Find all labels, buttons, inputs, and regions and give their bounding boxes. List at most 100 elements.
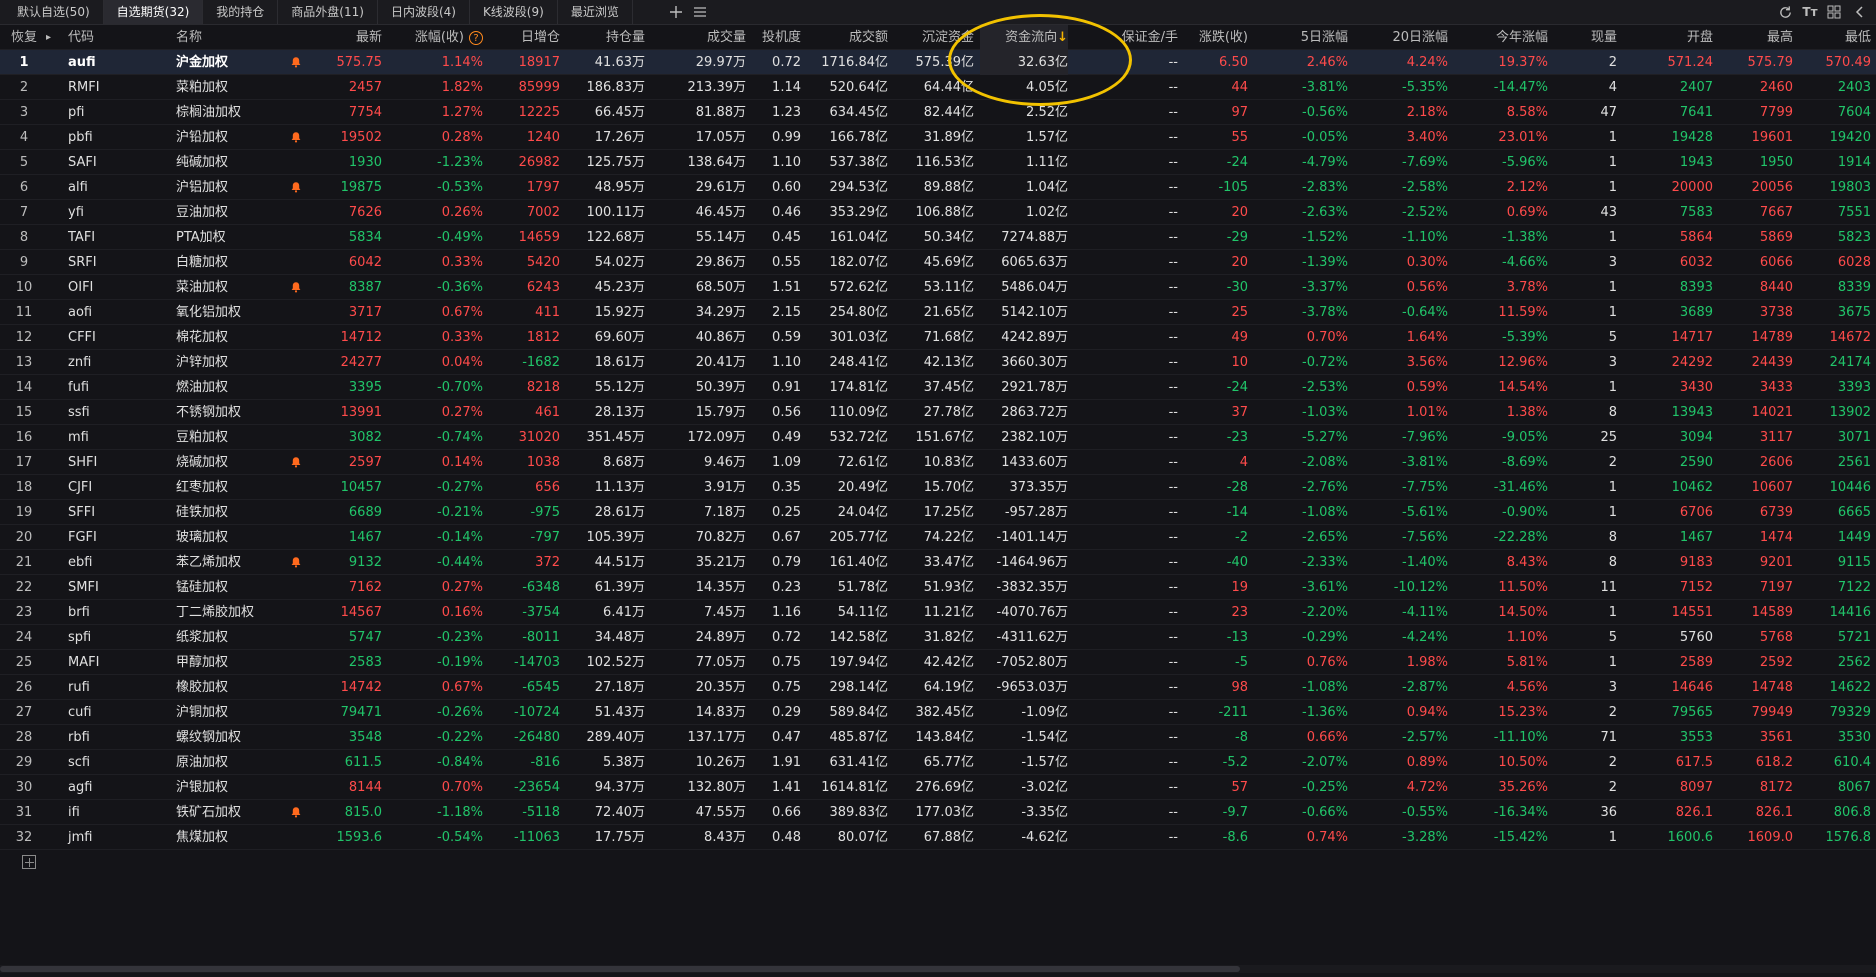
alert-bell-icon[interactable] bbox=[290, 556, 302, 568]
table-row[interactable]: 9 SRFI 白糖加权 6042 0.33% 5420 54.02万 29.86万 0.55 18… bbox=[0, 250, 1876, 275]
header-oi-change[interactable]: 日增仓 bbox=[490, 25, 560, 50]
cell-chg-5d: -2.63% bbox=[1302, 205, 1348, 220]
table-row[interactable]: 16 mfi 豆粕加权 3082 -0.74% 31020 351.45万 172.09万 0.… bbox=[0, 425, 1876, 450]
table-row[interactable]: 30 agfi 沪银加权 8144 0.70% -23654 94.37万 132.80万 1.… bbox=[0, 775, 1876, 800]
cell-turnover: 537.38亿 bbox=[829, 155, 889, 170]
cell-fund-flow: -4311.62万 bbox=[996, 630, 1068, 645]
horizontal-scrollbar[interactable] bbox=[0, 965, 1876, 973]
header-change-pct[interactable]: 涨幅(收)? bbox=[398, 25, 483, 50]
cell-open: 1600.6 bbox=[1667, 830, 1714, 845]
table-row[interactable]: 10 OIFI 菜油加权 8387 -0.36% 6243 45.23万 68.50万 1.51… bbox=[0, 275, 1876, 300]
collapse-icon[interactable] bbox=[1850, 0, 1870, 24]
table-row[interactable]: 19 SFFI 硅铁加权 6689 -0.21% -975 28.61万 7.18万 0.25 2… bbox=[0, 500, 1876, 525]
table-row[interactable]: 3 pfi 棕榈油加权 7754 1.27% 12225 66.45万 81.88万 1.23 6… bbox=[0, 100, 1876, 125]
header-speculation[interactable]: 投机度 bbox=[746, 25, 801, 50]
header-low[interactable]: 最低 bbox=[1793, 25, 1871, 50]
alert-bell-icon[interactable] bbox=[290, 281, 302, 293]
alert-bell-icon[interactable] bbox=[290, 456, 302, 468]
cell-open-interest: 34.48万 bbox=[594, 630, 645, 645]
cell-fund-flow: 4.05亿 bbox=[1026, 80, 1068, 95]
header-chg-ytd[interactable]: 今年涨幅 bbox=[1448, 25, 1548, 50]
table-row[interactable]: 22 SMFI 锰硅加权 7162 0.27% -6348 61.39万 14.35万 0.23… bbox=[0, 575, 1876, 600]
cell-volume: 46.45万 bbox=[695, 205, 746, 220]
table-row[interactable]: 15 ssfi 不锈钢加权 13991 0.27% 461 28.13万 15.79万 0.56… bbox=[0, 400, 1876, 425]
table-row[interactable]: 14 fufi 燃油加权 3395 -0.70% 8218 55.12万 50.39万 0.91… bbox=[0, 375, 1876, 400]
tab-0[interactable]: 默认自选(50) bbox=[4, 0, 104, 24]
table-row[interactable]: 17 SHFI 烧碱加权 2597 0.14% 1038 8.68万 9.46万 1.09 72.… bbox=[0, 450, 1876, 475]
add-row-button[interactable] bbox=[22, 855, 36, 869]
table-row[interactable]: 18 CJFI 红枣加权 10457 -0.27% 656 11.13万 3.91万 0.35 2… bbox=[0, 475, 1876, 500]
font-size-icon[interactable]: Tт bbox=[1802, 5, 1818, 19]
table-row[interactable]: 6 alfi 沪铝加权 19875 -0.53% 1797 48.95万 29.61万 0.60… bbox=[0, 175, 1876, 200]
table-row[interactable]: 4 pbfi 沪铅加权 19502 0.28% 1240 17.26万 17.05万 0.99 1… bbox=[0, 125, 1876, 150]
cell-chg-ytd: -22.28% bbox=[1493, 530, 1548, 545]
header-last-qty[interactable]: 现量 bbox=[1555, 25, 1617, 50]
cell-change-pct: -0.21% bbox=[437, 505, 483, 520]
alert-bell-icon[interactable] bbox=[290, 806, 302, 818]
cell-chg-20d: -2.58% bbox=[1402, 180, 1448, 195]
add-icon[interactable] bbox=[666, 0, 686, 24]
cell-last-qty: 8 bbox=[1608, 405, 1617, 420]
header-settled-funds[interactable]: 沉淀资金 bbox=[888, 25, 974, 50]
table-row[interactable]: 5 SAFI 纯碱加权 1930 -1.23% 26982 125.75万 138.64万 1.… bbox=[0, 150, 1876, 175]
header-fund-flow[interactable]: 资金流向↓ bbox=[980, 25, 1068, 50]
table-row[interactable]: 28 rbfi 螺纹钢加权 3548 -0.22% -26480 289.40万 137.17… bbox=[0, 725, 1876, 750]
table-row[interactable]: 24 spfi 纸浆加权 5747 -0.23% -8011 34.48万 24.89万 0.7… bbox=[0, 625, 1876, 650]
cell-chg-ytd: 3.78% bbox=[1506, 280, 1548, 295]
cell-name: 沪锌加权 bbox=[176, 355, 229, 370]
header-code[interactable]: 代码 bbox=[68, 25, 148, 50]
cell-change-pct: -0.23% bbox=[437, 630, 483, 645]
header-open-interest[interactable]: 持仓量 bbox=[560, 25, 645, 50]
tab-5[interactable]: K线波段(9) bbox=[470, 0, 558, 24]
list-icon[interactable] bbox=[690, 0, 710, 24]
header-last[interactable]: 最新 bbox=[300, 25, 382, 50]
refresh-icon[interactable] bbox=[1775, 0, 1795, 24]
table-row[interactable]: 1 aufi 沪金加权 575.75 1.14% 18917 41.63万 29.97万 0.7… bbox=[0, 50, 1876, 75]
tab-4[interactable]: 日内波段(4) bbox=[378, 0, 470, 24]
cell-change: 25 bbox=[1231, 305, 1248, 320]
header-chg-20d[interactable]: 20日涨幅 bbox=[1348, 25, 1448, 50]
table-row[interactable]: 11 aofi 氧化铝加权 3717 0.67% 411 15.92万 34.29万 2.15 2… bbox=[0, 300, 1876, 325]
alert-bell-icon[interactable] bbox=[290, 131, 302, 143]
table-row[interactable]: 25 MAFI 甲醇加权 2583 -0.19% -14703 102.52万 77.05万 0… bbox=[0, 650, 1876, 675]
header-open[interactable]: 开盘 bbox=[1617, 25, 1713, 50]
cell-change-pct: -0.53% bbox=[437, 180, 483, 195]
table-row[interactable]: 29 scfi 原油加权 611.5 -0.84% -816 5.38万 10.26万 1.91… bbox=[0, 750, 1876, 775]
table-row[interactable]: 12 CFFI 棉花加权 14712 0.33% 1812 69.60万 40.86万 0.59… bbox=[0, 325, 1876, 350]
scrollbar-thumb[interactable] bbox=[0, 966, 1240, 972]
header-high[interactable]: 最高 bbox=[1713, 25, 1793, 50]
help-icon[interactable]: ? bbox=[469, 30, 483, 45]
alert-bell-icon[interactable] bbox=[290, 56, 302, 68]
table-row[interactable]: 31 ifi 铁矿石加权 815.0 -1.18% -5118 72.40万 47.55万 0.… bbox=[0, 800, 1876, 825]
grid-icon[interactable] bbox=[1824, 0, 1844, 24]
cell-change: -28 bbox=[1226, 480, 1248, 495]
cell-open: 3094 bbox=[1679, 430, 1713, 445]
table-row[interactable]: 13 znfi 沪锌加权 24277 0.04% -1682 18.61万 20.41万 1.1… bbox=[0, 350, 1876, 375]
table-row[interactable]: 21 ebfi 苯乙烯加权 9132 -0.44% 372 44.51万 35.21万 0.79… bbox=[0, 550, 1876, 575]
header-chg-5d[interactable]: 5日涨幅 bbox=[1248, 25, 1348, 50]
cell-change-pct: 0.67% bbox=[441, 680, 483, 695]
tab-1[interactable]: 自选期货(32) bbox=[103, 0, 204, 24]
restore-sort-button[interactable]: 恢复 bbox=[10, 30, 37, 45]
cell-last-qty: 1 bbox=[1608, 380, 1617, 395]
cell-chg-20d: -7.96% bbox=[1402, 430, 1448, 445]
tab-6[interactable]: 最近浏览 bbox=[558, 0, 633, 24]
header-turnover[interactable]: 成交额 bbox=[801, 25, 888, 50]
table-row[interactable]: 27 cufi 沪铜加权 79471 -0.26% -10724 51.43万 14.83万 0… bbox=[0, 700, 1876, 725]
header-margin[interactable]: 保证金/手 bbox=[1100, 25, 1178, 50]
alert-bell-icon[interactable] bbox=[290, 181, 302, 193]
table-row[interactable]: 23 brfi 丁二烯胶加权 14567 0.16% -3754 6.41万 7.45万 1.1… bbox=[0, 600, 1876, 625]
tab-2[interactable]: 我的持仓 bbox=[203, 0, 279, 24]
table-row[interactable]: 7 yfi 豆油加权 7626 0.26% 7002 100.11万 46.45万 0.46 35… bbox=[0, 200, 1876, 225]
table-row[interactable]: 26 rufi 橡胶加权 14742 0.67% -6545 27.18万 20.35万 0.7… bbox=[0, 675, 1876, 700]
tab-3[interactable]: 商品外盘(11) bbox=[278, 0, 378, 24]
table-row[interactable]: 2 RMFI 菜粕加权 2457 1.82% 85999 186.83万 213.39万 1.1… bbox=[0, 75, 1876, 100]
header-name[interactable]: 名称 bbox=[176, 25, 286, 50]
table-row[interactable]: 8 TAFI PTA加权 5834 -0.49% 14659 122.68万 55.14万 0.… bbox=[0, 225, 1876, 250]
cell-change: -9.7 bbox=[1222, 805, 1248, 820]
table-row[interactable]: 20 FGFI 玻璃加权 1467 -0.14% -797 105.39万 70.82万 0.6… bbox=[0, 525, 1876, 550]
cell-code: aufi bbox=[68, 55, 96, 70]
table-row[interactable]: 32 jmfi 焦煤加权 1593.6 -0.54% -11063 17.75万 8.43万 0… bbox=[0, 825, 1876, 850]
header-change[interactable]: 涨跌(收) bbox=[1178, 25, 1248, 50]
header-volume[interactable]: 成交量 bbox=[650, 25, 746, 50]
